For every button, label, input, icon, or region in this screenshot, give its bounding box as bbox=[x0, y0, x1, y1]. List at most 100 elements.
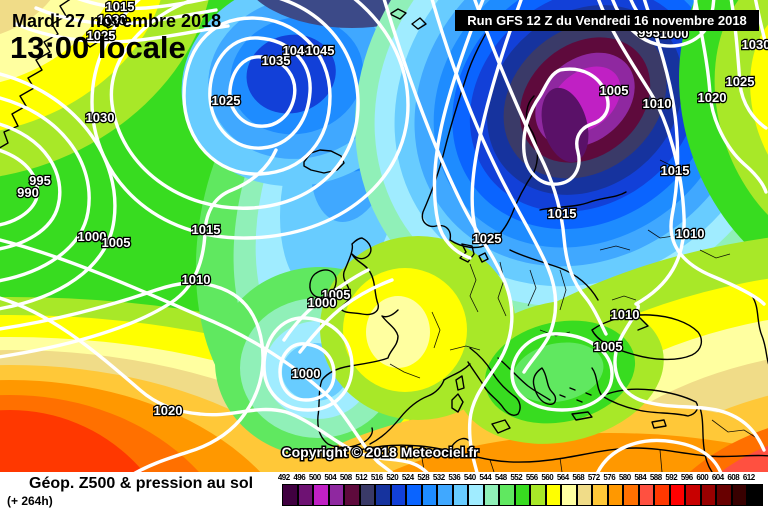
legend-color-box bbox=[313, 484, 329, 506]
legend-value: 556 bbox=[525, 473, 538, 482]
legend-value: 536 bbox=[448, 473, 461, 482]
legend-value: 552 bbox=[510, 473, 523, 482]
isobar-label: 990 bbox=[17, 185, 39, 200]
isobar-label: 1035 bbox=[262, 53, 291, 68]
isobar-label: 1025 bbox=[212, 93, 241, 108]
isobar-label: 1020 bbox=[698, 90, 727, 105]
legend-value: 564 bbox=[556, 473, 569, 482]
legend-value: 504 bbox=[324, 473, 337, 482]
legend-value: 592 bbox=[665, 473, 678, 482]
isobar-label: 1030 bbox=[742, 37, 768, 52]
isobar-label: 1015 bbox=[106, 0, 135, 14]
legend-color-box bbox=[344, 484, 360, 506]
isobar-label: 1025 bbox=[473, 231, 502, 246]
isobar-label: 1015 bbox=[548, 206, 577, 221]
isobar-label: 1005 bbox=[600, 83, 629, 98]
legend-value: 500 bbox=[308, 473, 321, 482]
forecast-offset: (+ 264h) bbox=[7, 494, 53, 508]
isobar-label: 1005 bbox=[594, 339, 623, 354]
legend-color-box bbox=[638, 484, 654, 506]
isobar-label: 1010 bbox=[182, 272, 211, 287]
footer-title: Géop. Z500 & pression au sol bbox=[29, 475, 254, 492]
legend-value: 608 bbox=[727, 473, 740, 482]
isobar-label: 1025 bbox=[87, 28, 116, 43]
legend-value: 544 bbox=[479, 473, 492, 482]
legend-color-box bbox=[328, 484, 344, 506]
legend-color-box bbox=[468, 484, 484, 506]
legend-value: 496 bbox=[293, 473, 306, 482]
legend-color-box bbox=[592, 484, 608, 506]
legend-color-box bbox=[716, 484, 732, 506]
time-label: 13:00 locale bbox=[10, 30, 186, 65]
map-canvas: 1015103010251025103010351040104599599010… bbox=[0, 0, 768, 472]
isobar-label: 1045 bbox=[306, 43, 335, 58]
legend-value: 528 bbox=[417, 473, 430, 482]
isobar-label: 1040 bbox=[283, 43, 312, 58]
isobar-label: 1000 bbox=[292, 366, 321, 381]
legend-color-box bbox=[685, 484, 701, 506]
legend-value: 568 bbox=[572, 473, 585, 482]
legend-value: 532 bbox=[432, 473, 445, 482]
isobar-label: 995 bbox=[29, 173, 51, 188]
legend-value: 520 bbox=[386, 473, 399, 482]
copyright-label: Copyright © 2018 Meteociel.fr bbox=[281, 444, 479, 460]
isobar-label: 1030 bbox=[98, 12, 127, 27]
isobar-label: 1005 bbox=[322, 287, 351, 302]
legend-value: 604 bbox=[711, 473, 724, 482]
legend-color-box bbox=[747, 484, 763, 506]
isobar-label: 1005 bbox=[102, 235, 131, 250]
legend-color-box bbox=[700, 484, 716, 506]
legend-color-box bbox=[561, 484, 577, 506]
legend-value: 588 bbox=[649, 473, 662, 482]
legend-color-box bbox=[499, 484, 515, 506]
legend-color-box bbox=[421, 484, 437, 506]
legend-value: 612 bbox=[742, 473, 755, 482]
legend-value: 516 bbox=[370, 473, 383, 482]
legend-value: 524 bbox=[401, 473, 414, 482]
isobar-label: 1010 bbox=[611, 307, 640, 322]
legend-color-box bbox=[669, 484, 685, 506]
legend-scale: 492 496 500 504 508 512 516 520 524 528 532 536 540 5… bbox=[278, 473, 766, 511]
country-borders bbox=[389, 159, 761, 472]
legend-value: 572 bbox=[587, 473, 600, 482]
legend-color-box bbox=[530, 484, 546, 506]
isobar-label: 1000 bbox=[308, 295, 337, 310]
legend-color-box bbox=[375, 484, 391, 506]
legend-color-box bbox=[576, 484, 592, 506]
isobar-label: 1030 bbox=[86, 110, 115, 125]
legend-color-box bbox=[514, 484, 530, 506]
date-label: Mardi 27 novembre 2018 bbox=[12, 11, 221, 31]
legend-color-box bbox=[607, 484, 623, 506]
isobar-label: 1010 bbox=[643, 96, 672, 111]
legend-color-box bbox=[731, 484, 747, 506]
legend-color-box bbox=[359, 484, 375, 506]
color-field bbox=[0, 0, 768, 472]
isobar-label: 1010 bbox=[676, 226, 705, 241]
legend-color-box bbox=[545, 484, 561, 506]
legend-color-box bbox=[297, 484, 313, 506]
isobar-label: 1000 bbox=[78, 229, 107, 244]
legend-value: 540 bbox=[463, 473, 476, 482]
legend-value: 596 bbox=[680, 473, 693, 482]
legend-value: 600 bbox=[696, 473, 709, 482]
legend-color-box bbox=[483, 484, 499, 506]
legend-value: 560 bbox=[541, 473, 554, 482]
run-info-box: Run GFS 12 Z du Vendredi 16 novembre 201… bbox=[455, 10, 759, 31]
legend-value: 576 bbox=[603, 473, 616, 482]
legend-color-box bbox=[390, 484, 406, 506]
legend-value: 492 bbox=[277, 473, 290, 482]
legend-value: 512 bbox=[355, 473, 368, 482]
legend-value: 580 bbox=[618, 473, 631, 482]
legend-color-box bbox=[406, 484, 422, 506]
legend-color-box bbox=[623, 484, 639, 506]
isobar-label: 1015 bbox=[661, 163, 690, 178]
legend-color-box bbox=[282, 484, 298, 506]
legend-color-box bbox=[437, 484, 453, 506]
legend-value: 508 bbox=[339, 473, 352, 482]
footer-bar: Géop. Z500 & pression au sol (+ 264h) 49… bbox=[0, 472, 768, 512]
legend-value: 548 bbox=[494, 473, 507, 482]
run-info-label: Run GFS 12 Z du Vendredi 16 novembre 201… bbox=[467, 13, 747, 28]
isobar-label: 1020 bbox=[154, 403, 183, 418]
isobar-label: 1025 bbox=[726, 74, 755, 89]
